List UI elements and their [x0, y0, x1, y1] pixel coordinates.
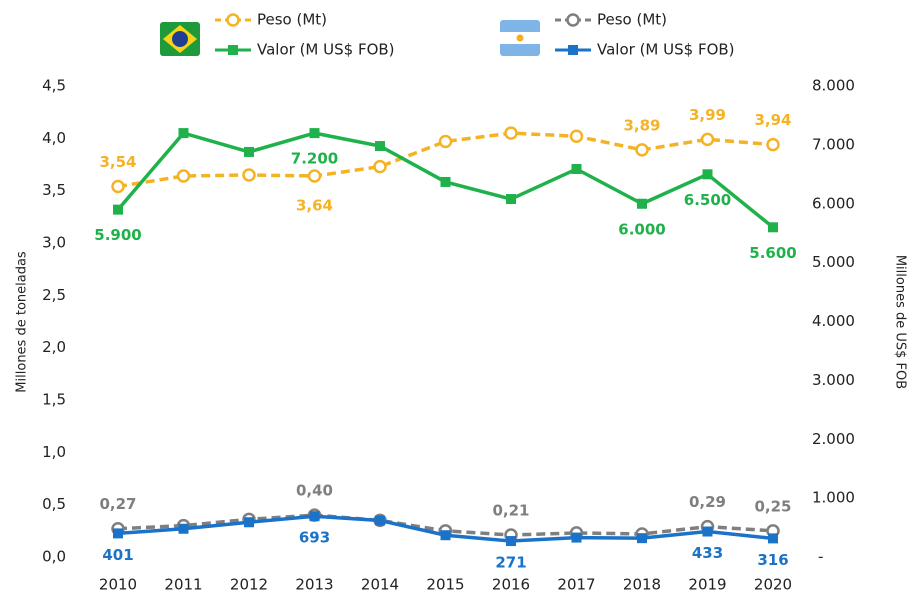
- marker: [571, 164, 582, 175]
- y-tick-label: 1,0: [42, 443, 66, 461]
- y-tick-label: 1,5: [42, 391, 66, 409]
- y-tick-label: 0,0: [42, 548, 66, 566]
- legend-label: Peso (Mt): [257, 11, 327, 29]
- marker: [637, 533, 647, 544]
- data-label: 6.000: [618, 220, 665, 238]
- marker: [635, 143, 649, 157]
- marker: [506, 536, 516, 547]
- data-label: 7.200: [291, 150, 338, 168]
- marker: [375, 515, 385, 526]
- flag-argentina: [500, 20, 540, 56]
- data-label: 3,99: [689, 106, 726, 124]
- marker: [440, 530, 451, 541]
- x-tick-label: 2019: [688, 576, 726, 593]
- y2-tick-label: 7.000: [812, 135, 855, 153]
- x-tick-label: 2015: [426, 576, 464, 593]
- marker: [768, 222, 778, 233]
- y2-tick-label: 3.000: [812, 371, 855, 389]
- marker: [113, 204, 123, 215]
- flag-brazil: [160, 22, 200, 56]
- data-label: 3,89: [623, 116, 660, 134]
- marker: [178, 523, 189, 534]
- legend-marker: [568, 45, 578, 55]
- y2-tick-label: 4.000: [812, 312, 855, 330]
- marker: [113, 528, 123, 539]
- data-label: 5.600: [749, 244, 796, 262]
- x-tick-label: 2016: [492, 576, 530, 593]
- y2-tick-label: 8.000: [812, 77, 855, 95]
- marker: [700, 132, 715, 147]
- marker: [440, 176, 451, 187]
- data-label: 6.500: [684, 191, 731, 209]
- marker: [504, 126, 518, 140]
- marker: [702, 169, 713, 180]
- data-label: 316: [757, 551, 788, 569]
- data-label: 3,94: [754, 111, 791, 129]
- data-label: 0,29: [689, 493, 726, 511]
- data-label: 5.900: [94, 226, 141, 244]
- y-axis-label: Millones de toneladas: [15, 251, 30, 393]
- legend-label: Valor (M US$ FOB): [257, 41, 395, 59]
- legend-label: Peso (Mt): [597, 11, 667, 29]
- marker: [242, 168, 256, 182]
- y-tick-label: 4,5: [42, 77, 66, 95]
- x-tick-label: 2010: [99, 576, 137, 593]
- y2-tick-label: 1.000: [812, 489, 855, 507]
- marker: [309, 128, 320, 139]
- data-label: 0,40: [296, 482, 333, 500]
- data-label: 0,25: [754, 497, 791, 515]
- y2-tick-label: 2.000: [812, 430, 855, 448]
- marker: [244, 146, 254, 157]
- marker: [111, 179, 125, 194]
- data-label: 3,64: [296, 197, 333, 215]
- marker: [569, 129, 584, 143]
- data-label: 0,27: [99, 495, 136, 513]
- marker: [307, 169, 322, 183]
- data-label: 433: [692, 544, 723, 562]
- y-tick-label: 0,5: [42, 495, 66, 513]
- x-tick-label: 2014: [361, 576, 399, 593]
- y-tick-label: 3,5: [42, 181, 66, 199]
- y-tick-label: 3,0: [42, 234, 66, 252]
- y-tick-label: 4,0: [42, 129, 66, 147]
- marker: [766, 137, 780, 152]
- y2-tick-label: -: [818, 548, 823, 566]
- legend-marker: [566, 13, 580, 27]
- marker: [178, 128, 189, 139]
- y2-tick-label: 6.000: [812, 194, 855, 212]
- y-tick-label: 2,5: [42, 286, 66, 304]
- marker: [637, 198, 647, 209]
- x-tick-label: 2020: [754, 576, 792, 593]
- x-tick-label: 2017: [557, 576, 595, 593]
- data-label: 271: [495, 554, 526, 572]
- legend-marker: [226, 13, 240, 27]
- data-label: 0,21: [492, 502, 529, 520]
- legend-label: Valor (M US$ FOB): [597, 41, 735, 59]
- data-label: 693: [299, 529, 330, 547]
- marker: [702, 526, 713, 537]
- data-label: 3,54: [99, 153, 136, 171]
- marker: [176, 169, 191, 183]
- marker: [375, 141, 385, 152]
- x-tick-label: 2011: [164, 576, 202, 593]
- legend-marker: [228, 45, 238, 55]
- y-tick-label: 2,0: [42, 338, 66, 356]
- y2-axis-label: Millones de US$ FOB: [893, 255, 908, 389]
- marker: [244, 517, 254, 528]
- marker: [438, 134, 453, 149]
- series-line: [117, 131, 774, 189]
- marker: [506, 194, 516, 205]
- x-tick-label: 2012: [230, 576, 268, 593]
- y2-tick-label: 5.000: [812, 253, 855, 271]
- marker: [309, 511, 320, 522]
- marker: [373, 159, 387, 174]
- marker: [571, 532, 582, 543]
- x-tick-label: 2018: [623, 576, 661, 593]
- x-tick-label: 2013: [295, 576, 333, 593]
- marker: [768, 533, 778, 544]
- data-label: 401: [102, 546, 133, 564]
